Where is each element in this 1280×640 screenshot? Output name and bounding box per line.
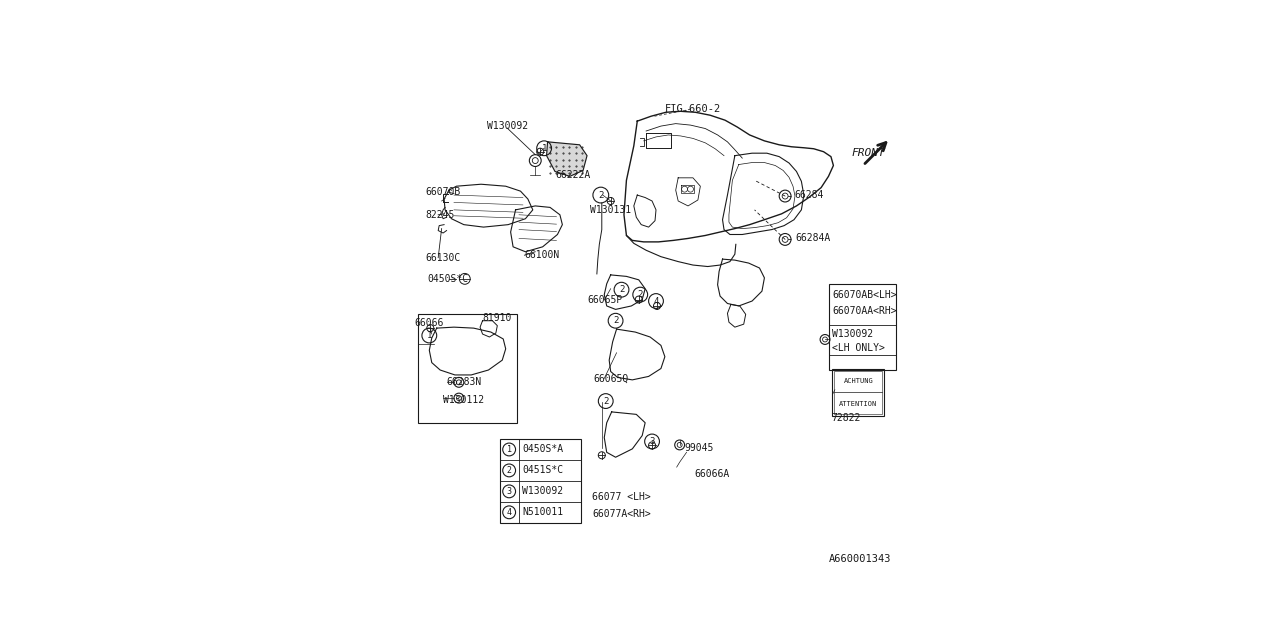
Text: 2: 2 [618, 285, 625, 294]
Bar [829, 284, 896, 370]
Text: FIG.660-2: FIG.660-2 [664, 104, 721, 114]
Text: 81910: 81910 [483, 313, 512, 323]
Text: 66222A: 66222A [556, 170, 590, 180]
Bar [832, 369, 884, 416]
Text: 2: 2 [507, 466, 512, 475]
Bar [419, 314, 517, 423]
Text: W130092: W130092 [522, 486, 563, 497]
Text: 66065Q: 66065Q [594, 373, 628, 383]
Text: 72822: 72822 [831, 413, 860, 423]
Text: 4: 4 [507, 508, 512, 517]
Text: ATTENTION: ATTENTION [840, 401, 877, 406]
Text: W130131: W130131 [590, 205, 631, 215]
Text: 3: 3 [507, 487, 512, 496]
Text: 1: 1 [426, 331, 431, 340]
Text: 66284: 66284 [794, 190, 823, 200]
Text: 66065P: 66065P [588, 295, 622, 305]
Text: 0450S*C: 0450S*C [428, 274, 468, 284]
Text: 66070B: 66070B [425, 187, 461, 197]
Polygon shape [547, 142, 588, 177]
Text: 66283N: 66283N [447, 378, 481, 387]
Text: 99045: 99045 [685, 443, 714, 453]
Text: 2: 2 [637, 290, 643, 299]
Text: <LH ONLY>: <LH ONLY> [832, 343, 886, 353]
Bar [499, 439, 581, 523]
Text: W130092: W130092 [832, 329, 873, 339]
Text: 66130C: 66130C [425, 253, 461, 262]
Text: N510011: N510011 [522, 508, 563, 517]
Text: 66077 <LH>: 66077 <LH> [591, 492, 650, 502]
Text: ACHTUNG: ACHTUNG [844, 378, 873, 384]
Text: W130112: W130112 [443, 395, 484, 404]
Text: 66070AA<RH>: 66070AA<RH> [832, 307, 897, 316]
Text: 2: 2 [613, 316, 618, 325]
Text: 1: 1 [507, 445, 512, 454]
Text: 4: 4 [653, 296, 659, 305]
Text: A660001343: A660001343 [829, 554, 892, 564]
Text: 0451S*C: 0451S*C [522, 465, 563, 476]
Text: 1: 1 [541, 144, 547, 153]
Text: 66100N: 66100N [525, 250, 559, 260]
Text: 66070AB<LH>: 66070AB<LH> [832, 290, 897, 300]
Text: W130092: W130092 [486, 121, 527, 131]
Text: 82245: 82245 [425, 210, 454, 220]
Text: 2: 2 [603, 397, 608, 406]
Bar [835, 371, 882, 414]
Text: 66066A: 66066A [694, 468, 730, 479]
Text: 66066: 66066 [415, 318, 444, 328]
Text: 0450S*A: 0450S*A [522, 444, 563, 454]
Text: 66077A<RH>: 66077A<RH> [591, 509, 650, 519]
Text: 2: 2 [598, 191, 603, 200]
Text: 66284A: 66284A [795, 234, 831, 243]
Text: FRONT: FRONT [851, 148, 884, 158]
Text: 3: 3 [649, 437, 655, 446]
